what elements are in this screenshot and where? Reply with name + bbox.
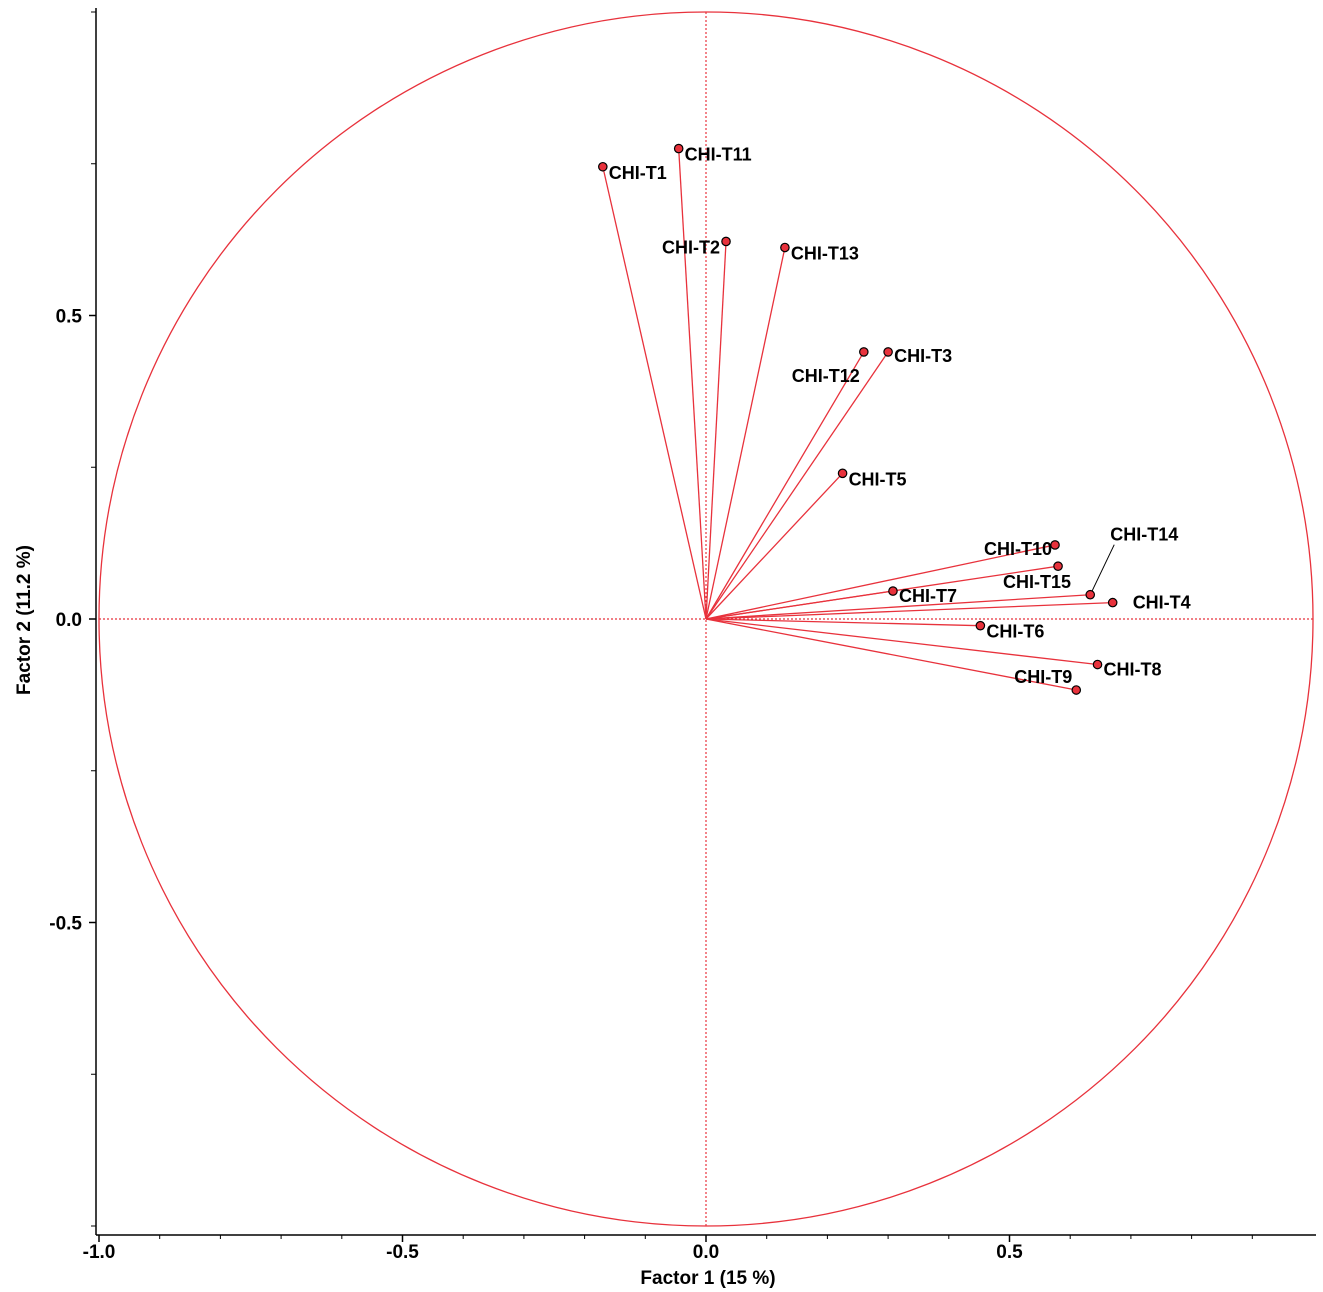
point-labels: CHI-T1 CHI-T11 CHI-T2 CHI-T13 CHI-T12 CHI-T3 C… (609, 145, 1191, 687)
point-label-chi-t12: CHI-T12 (792, 366, 860, 386)
point-label-chi-t2: CHI-T2 (662, 237, 720, 257)
vector-chi-t6 (705, 618, 981, 627)
point-chi-t14 (1085, 589, 1096, 600)
x-tick-label: 0.5 (996, 1242, 1023, 1263)
point-chi-t4 (1107, 597, 1118, 608)
point-label-chi-t6: CHI-T6 (986, 622, 1044, 642)
vector-chi-t5 (705, 472, 844, 620)
point-label-chi-t8: CHI-T8 (1104, 660, 1162, 680)
vector-chi-t7 (705, 590, 894, 620)
vector-chi-t9 (705, 618, 1077, 691)
label-leader-lines (1091, 544, 1115, 591)
point-chi-t9 (1071, 685, 1082, 695)
point-label-chi-t5: CHI-T5 (849, 469, 907, 489)
point-label-chi-t11: CHI-T11 (685, 145, 752, 165)
point-chi-t7 (888, 586, 898, 596)
point-label-chi-t14: CHI-T14 (1110, 525, 1178, 545)
point-label-chi-t15: CHI-T15 (1003, 572, 1071, 592)
vector-chi-t2 (705, 241, 727, 620)
point-chi-t10 (1050, 540, 1060, 550)
leader-line-chi-t14 (1091, 544, 1115, 591)
vector-chi-t8 (705, 618, 1098, 666)
vector-chi-t13 (705, 247, 786, 620)
vector-chi-t4 (705, 601, 1113, 620)
y-tick-label: 0.5 (56, 307, 83, 328)
unit-circle (98, 11, 1314, 1227)
point-label-chi-t10: CHI-T10 (984, 539, 1052, 559)
y-axis-title: Factor 2 (11.2 %) (14, 545, 35, 695)
y-tick-label: -0.5 (49, 914, 82, 935)
x-tick-label: -0.5 (386, 1242, 419, 1263)
point-chi-t1 (598, 161, 608, 172)
axis-ticks: -1.0 -0.5 0.0 0.5 0.5 0.0 -0.5 (49, 11, 1253, 1263)
point-label-chi-t3: CHI-T3 (894, 346, 952, 366)
point-chi-t6 (975, 620, 986, 631)
x-axis-title: Factor 1 (15 %) (640, 1268, 775, 1289)
point-chi-t3 (883, 347, 893, 357)
point-label-chi-t7: CHI-T7 (899, 586, 957, 606)
point-label-chi-t13: CHI-T13 (791, 244, 859, 264)
point-chi-t12 (859, 347, 869, 357)
point-chi-t5 (837, 468, 848, 479)
point-label-chi-t4: CHI-T4 (1133, 593, 1191, 613)
point-label-chi-t1: CHI-T1 (609, 163, 667, 183)
point-chi-t8 (1092, 659, 1103, 670)
vector-chi-t14 (705, 594, 1091, 620)
x-tick-label: 0.0 (693, 1242, 719, 1263)
point-chi-t15 (1053, 561, 1063, 571)
loading-vectors (602, 148, 1113, 691)
vector-chi-t3 (705, 351, 889, 620)
point-chi-t11 (673, 143, 684, 154)
loading-points (598, 143, 1118, 695)
point-chi-t2 (721, 236, 731, 247)
y-tick-label: 0.0 (56, 610, 82, 631)
point-label-chi-t9: CHI-T9 (1014, 667, 1072, 687)
vector-chi-t12 (705, 351, 865, 620)
unit-circle-outline (98, 11, 1314, 1227)
point-chi-t13 (780, 242, 790, 253)
x-tick-label: -1.0 (83, 1242, 116, 1263)
vector-chi-t10 (705, 544, 1056, 620)
vector-chi-t11 (678, 148, 707, 620)
vector-chi-t1 (602, 166, 707, 620)
